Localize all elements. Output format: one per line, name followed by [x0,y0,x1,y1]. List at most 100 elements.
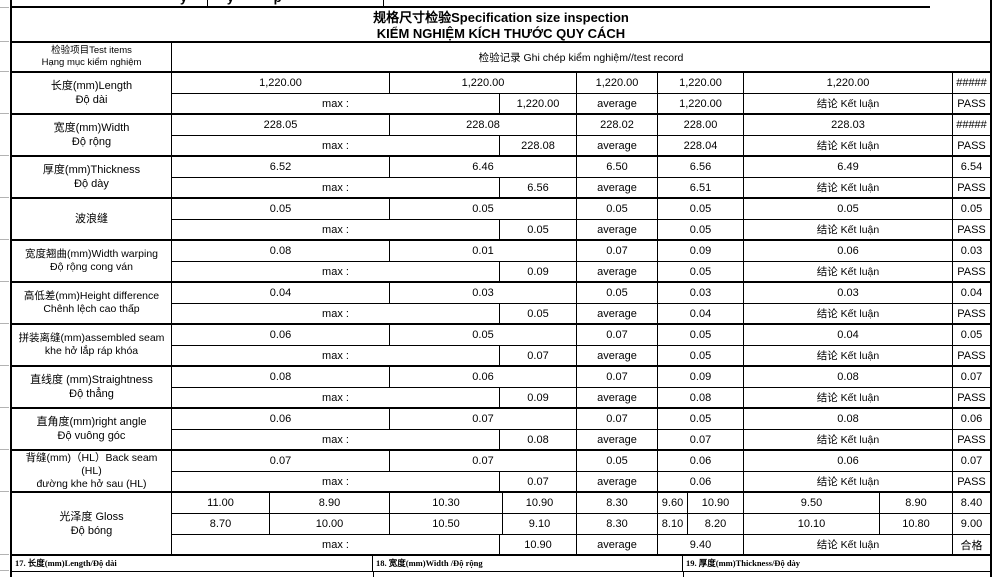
value-cell: 0.07 [390,409,577,429]
gridline-stub [0,449,9,450]
gloss-value-cell: 10.30 [390,493,503,513]
max-label: max : [172,388,500,407]
conclusion-label: 结论 Kết luận [744,472,953,491]
max-label: max : [172,535,500,554]
item-label-line: 直角度(mm)right angle [36,416,147,428]
result-cell: PASS [957,181,986,194]
next-row-sliver [12,572,990,577]
gloss-value-cell: 8.30 [577,514,658,534]
max-value: 10.90 [500,535,577,554]
max-value: 0.07 [500,472,577,491]
item-label-width-warping: 宽度翘曲(mm)Width warping Độ rộng cong ván [12,241,172,281]
gridline-stub [0,155,9,156]
conclusion-label: 结论 Kết luận [744,220,953,239]
row-straightness: 直线度 (mm)Straightness Độ thẳng 0.08 0.06 … [12,367,990,409]
max-label: max : [172,304,500,323]
item-label-wave-seam: 波浪缝 [12,199,172,239]
max-label: max : [172,220,500,239]
conclusion-label: 结论 Kết luận [744,262,953,281]
cell-border-stub [683,572,684,577]
gridline-stub [0,323,9,324]
cell-border-stub [207,0,208,8]
result-cell: PASS [957,223,986,236]
value-cell: 228.05 [172,115,390,135]
value-cell: 0.05 [658,325,744,345]
value-cell: 0.05 [390,325,577,345]
average-value: 228.04 [658,136,744,155]
value-cell: 6.56 [658,157,744,177]
item-label-thickness: 厚度(mm)Thickness Độ dày [12,157,172,197]
gridline-stub [0,491,9,492]
value-cell: 0.07 [577,409,658,429]
item-label-line: 光泽度 Gloss [59,510,124,523]
row-thickness: 厚度(mm)Thickness Độ dày 6.52 6.46 6.50 6.… [12,157,990,199]
header-test-items: 检验项目Test items Hạng mục kiểm nghiệm [12,43,172,71]
value-cell: 0.04 [960,287,983,299]
footer-legend-row: 17. 长度(mm)Length/Độ dài 18. 宽度(mm)Width … [12,556,990,572]
cutoff-row-artifact: y y p [12,0,990,8]
conclusion-label: 结论 Kết luận [744,388,953,407]
max-value: 6.56 [500,178,577,197]
gridline-stub [0,41,9,42]
value-cell: 228.08 [390,115,577,135]
gloss-value-cell: 9.60 [658,493,688,513]
average-label: average [577,178,658,197]
average-label: average [577,262,658,281]
item-label-line: 宽度翘曲(mm)Width warping [24,248,158,260]
gridline-stub [0,113,9,114]
gloss-value-cell: 10.90 [503,493,577,513]
item-label-line: 厚度(mm)Thickness [42,164,141,176]
value-cell: 0.06 [960,413,983,425]
average-value: 0.06 [658,472,744,491]
max-label: max : [172,262,500,281]
result-cell: PASS [957,97,986,110]
average-label: average [577,94,658,113]
row-assembled-seam: 拼装离缝(mm)assembled seam khe hở lắp ráp kh… [12,325,990,367]
max-value: 1,220.00 [500,94,577,113]
gloss-value-cell: 8.90 [270,493,390,513]
footer-legend-length: 17. 长度(mm)Length/Độ dài [12,556,373,571]
gloss-value-cell: 9.50 [744,493,880,513]
item-label-line: Độ rộng [71,136,112,148]
value-cell: 0.07 [172,451,390,471]
item-label-gloss: 光泽度 Gloss Độ bóng [12,493,172,554]
value-cell: 0.07 [390,451,577,471]
value-cell: 6.54 [960,161,983,173]
row-right-angle: 直角度(mm)right angle Độ vuông góc 0.06 0.0… [12,409,990,451]
gloss-value-cell: 9.00 [960,518,983,530]
average-label: average [577,220,658,239]
average-value: 0.05 [658,346,744,365]
item-label-line: Độ bóng [70,524,113,537]
value-cell: 0.05 [577,283,658,303]
value-cell: 0.04 [172,283,390,303]
column-header-row: 检验项目Test items Hạng mục kiểm nghiệm 检验记录… [12,43,990,73]
gridline-stub [0,239,9,240]
max-label: max : [172,430,500,449]
value-cell: 0.07 [577,325,658,345]
gloss-value-cell: 9.10 [503,514,577,534]
item-label-back-seam: 背缝(mm)（HL）Back seam (HL) đường khe hở sa… [12,451,172,491]
title-line-zh-en: 规格尺寸检验Specification size inspection [373,10,629,25]
gridline-stub [0,407,9,408]
value-cell: 0.03 [658,283,744,303]
conclusion-label: 结论 Kết luận [744,304,953,323]
value-cell: 0.05 [744,199,953,219]
average-label: average [577,304,658,323]
average-value: 1,220.00 [658,94,744,113]
gridline-stub [0,281,9,282]
value-cell: 0.05 [577,199,658,219]
overflow-cell: ##### [956,119,987,131]
item-label-line: 波浪缝 [75,213,108,225]
gloss-value-cell: 10.10 [744,514,880,534]
value-cell: 0.08 [172,241,390,261]
conclusion-label: 结论 Kết luận [744,535,953,554]
row-width-warping: 宽度翘曲(mm)Width warping Độ rộng cong ván 0… [12,241,990,283]
result-cell: PASS [957,307,986,320]
value-cell: 6.52 [172,157,390,177]
item-label-line: Độ vuông góc [57,430,126,442]
value-cell: 1,220.00 [172,73,390,93]
item-label-line: đường khe hở sau (HL) [36,477,147,490]
gloss-value-cell: 8.40 [960,497,983,509]
gridline-stub [0,365,9,366]
value-cell: 1,220.00 [390,73,577,93]
